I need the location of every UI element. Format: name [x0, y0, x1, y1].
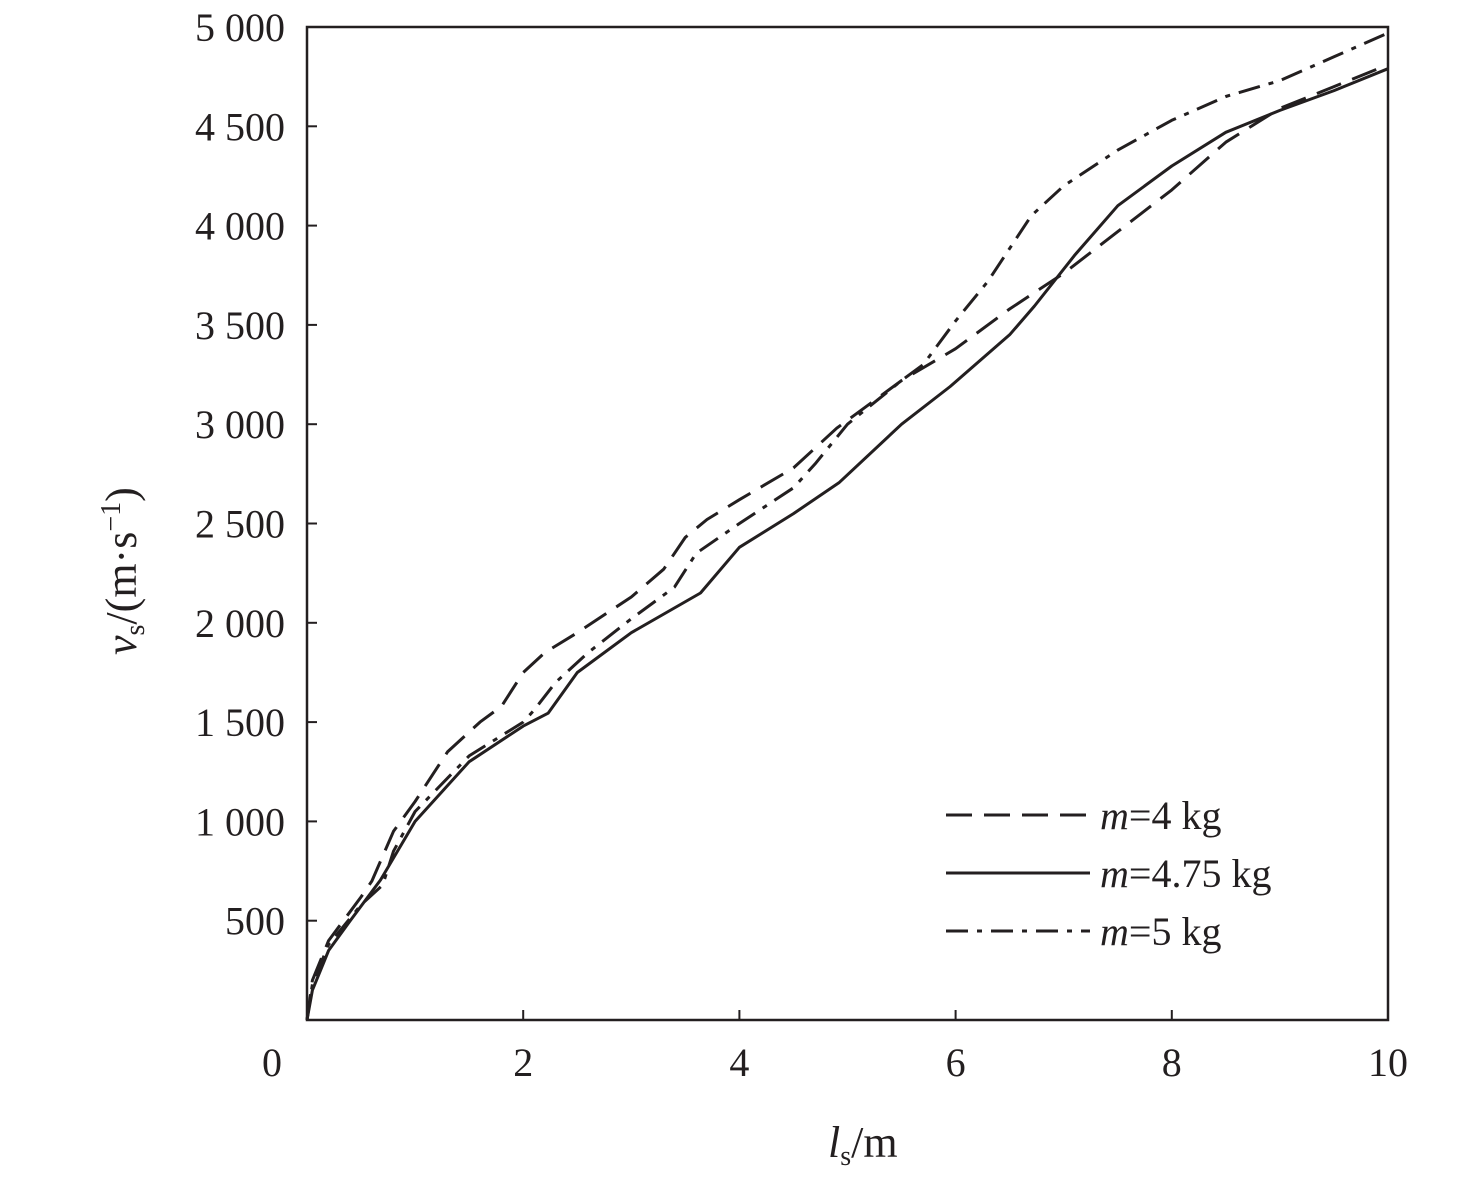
y-tick-label: 2 500: [195, 502, 285, 547]
x-tick-label: 4: [729, 1040, 749, 1085]
y-tick-label: 1 500: [195, 700, 285, 745]
y-tick-label: 4 000: [195, 204, 285, 249]
series-line-3: [305, 31, 1389, 1021]
x-tick-label: 8: [1162, 1040, 1182, 1085]
series-lines: [305, 31, 1389, 1021]
y-axis-label: vs/(m·s−1): [96, 487, 151, 655]
y-tick-label: 5 000: [195, 5, 285, 50]
tick-labels: 0 2 4 6 8 10 500 1 000 1 500 2 000 2 500 3 000 3 500…: [195, 5, 1408, 1085]
x-tick-label: 6: [946, 1040, 966, 1085]
y-tick-label: 3 000: [195, 402, 285, 447]
y-tick-label: 2 000: [195, 601, 285, 646]
y-tick-label: 500: [225, 899, 285, 944]
y-tick-label: 4 500: [195, 104, 285, 149]
x-tick-label: 10: [1368, 1040, 1408, 1085]
legend: m=4 kg m=4.75 kg m=5 kg: [946, 793, 1271, 954]
legend-label: m=4.75 kg: [1100, 851, 1271, 896]
legend-label: m=5 kg: [1100, 909, 1221, 954]
x-tick-label: 0: [262, 1040, 282, 1085]
x-tick-label: 2: [513, 1040, 533, 1085]
y-tick-label: 3 500: [195, 303, 285, 348]
x-axis-label: ls/m: [828, 1118, 898, 1172]
series-line-2: [305, 67, 1389, 1021]
series-line-1: [305, 63, 1389, 1021]
axes: [305, 25, 1390, 1022]
y-tick-label: 1 000: [195, 799, 285, 844]
legend-label: m=4 kg: [1100, 793, 1221, 838]
